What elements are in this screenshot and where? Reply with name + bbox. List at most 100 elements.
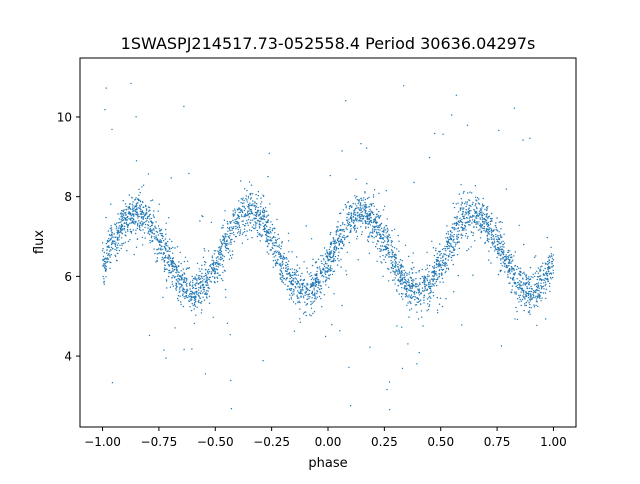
data-point [253,227,255,229]
data-point [118,225,121,227]
data-point [362,222,364,224]
data-point [522,139,524,141]
data-point [293,269,296,271]
data-point [340,241,342,243]
data-point [397,279,400,282]
data-point [514,293,516,295]
data-point [224,288,227,291]
data-point [509,259,511,261]
data-point [185,292,188,295]
data-point [365,216,367,218]
data-point [163,240,165,242]
data-point [545,318,547,320]
data-point [303,279,306,281]
data-point [359,220,361,222]
data-point [138,220,140,222]
data-point [495,236,497,238]
data-point [283,252,285,255]
data-point [516,268,518,271]
data-point [134,223,136,225]
data-point [277,252,280,254]
data-point [214,272,216,275]
data-point [535,255,537,257]
data-point [263,211,265,214]
data-point [475,203,477,205]
data-point [106,258,109,260]
data-point [415,282,417,285]
data-point [461,207,463,209]
data-point [461,218,463,221]
data-point [539,278,541,280]
data-point [404,285,406,287]
data-point [486,206,488,209]
x-tick-label: 0.50 [427,435,454,449]
data-point [505,258,507,260]
data-point [132,207,134,209]
data-point [514,251,516,253]
data-point [360,214,363,216]
data-point [142,222,145,224]
data-point [424,278,426,280]
data-point [204,264,206,266]
data-point [476,197,479,199]
data-point [281,261,283,263]
data-point [399,279,401,281]
data-point [289,274,291,276]
data-point [390,262,392,264]
data-point [142,184,145,186]
data-point [378,210,380,213]
data-point [487,223,490,226]
data-point [233,226,235,228]
data-point [101,250,104,252]
data-point [436,278,439,281]
data-point [260,234,262,236]
data-point [127,224,130,226]
data-point [452,227,455,229]
data-point [367,240,370,243]
data-point [274,259,277,261]
data-point [428,304,431,306]
data-point [306,302,308,305]
data-point [210,281,213,283]
data-point [329,255,331,257]
data-point [542,273,545,275]
data-point [111,231,113,234]
data-point [455,243,457,246]
data-point [353,227,355,230]
data-point [102,259,105,261]
data-point [205,278,207,280]
data-point [295,274,297,276]
data-point [149,229,151,231]
data-point [467,211,470,214]
data-point [552,254,555,256]
data-point [170,271,173,273]
data-point [222,224,224,227]
data-point [269,236,271,238]
data-point [288,251,290,253]
data-point [363,215,365,217]
data-point [387,267,389,270]
data-point [302,289,304,291]
data-point [145,220,147,223]
data-point [211,271,213,273]
data-point [549,276,552,279]
data-point [218,258,220,260]
data-point [403,277,405,279]
data-point [349,216,352,218]
data-point [269,229,271,231]
data-point [257,209,260,212]
data-point [356,227,359,229]
data-point [294,274,296,276]
data-point [329,268,332,270]
data-point [461,324,463,326]
data-point [180,279,182,281]
data-point [483,221,485,223]
data-point [524,298,526,300]
data-point [175,286,178,288]
data-point [169,250,171,253]
data-point [529,297,531,299]
data-point [260,206,262,208]
data-point [115,249,118,251]
data-point [169,286,172,288]
